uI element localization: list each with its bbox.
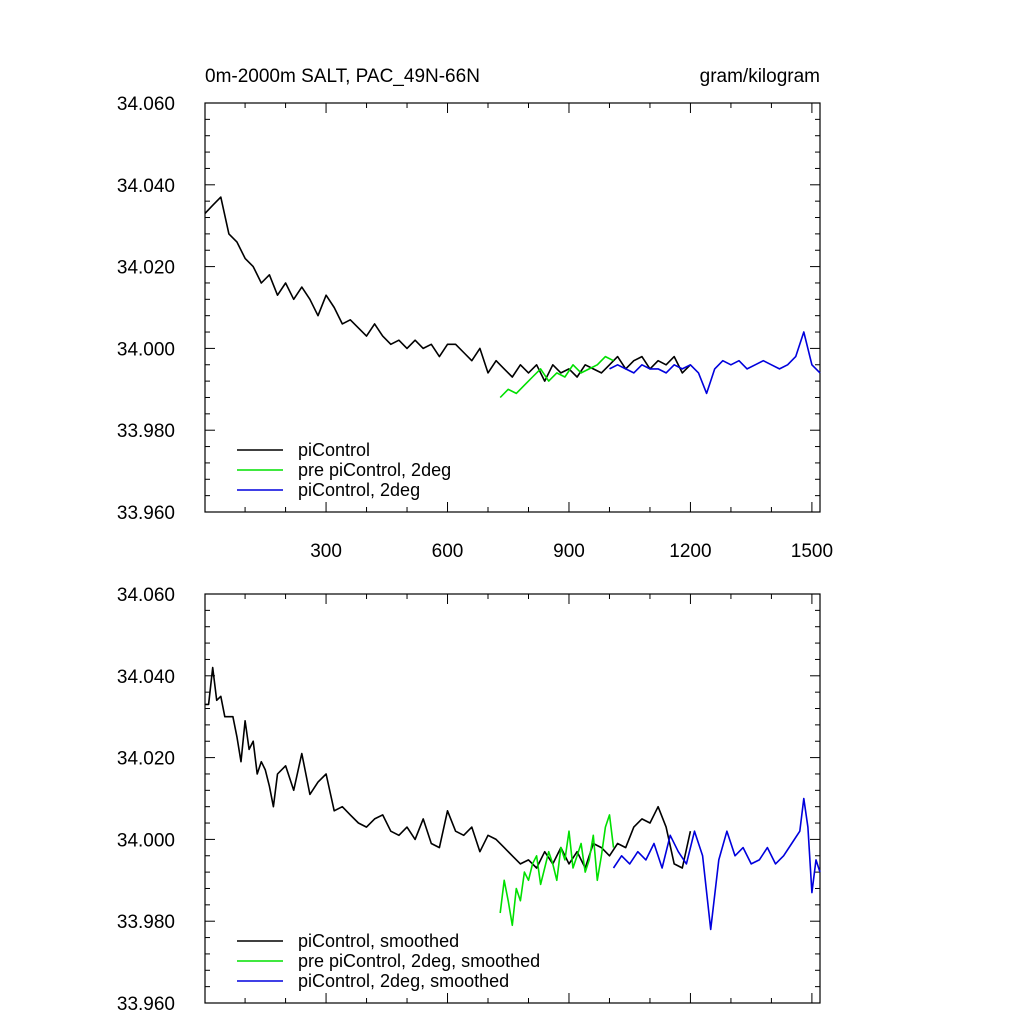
legend-label: pre piControl, 2deg, smoothed <box>298 951 540 971</box>
y-tick-label: 33.960 <box>117 503 175 524</box>
y-tick-label: 34.020 <box>117 258 175 279</box>
legend-label: piControl, smoothed <box>298 931 459 951</box>
y-tick-label: 34.060 <box>117 94 175 115</box>
legend-label: piControl, 2deg <box>298 480 420 500</box>
series-line-2 <box>499 355 614 399</box>
chart-title-left: 0m-2000m SALT, PAC_49N-66N <box>205 66 480 87</box>
chart-title-right: gram/kilogram <box>700 66 820 87</box>
x-tick-label: 300 <box>310 541 342 562</box>
legend-label: piControl, 2deg, smoothed <box>298 971 509 991</box>
chart-panel-top: 300 600 900 1200 1500 33.960 33.980 34.000 34.02… <box>117 94 833 562</box>
y-tick-label: 33.980 <box>117 421 175 442</box>
y-tick-label: 34.000 <box>117 830 175 851</box>
plot-frame <box>204 102 821 513</box>
x-tick-label: 900 <box>553 541 585 562</box>
y-tick-label: 34.020 <box>117 749 175 770</box>
y-tick-label: 34.060 <box>117 585 175 606</box>
y-tick-label: 34.000 <box>117 339 175 360</box>
y-tick-label: 33.980 <box>117 912 175 933</box>
x-tick-label: 1200 <box>669 541 711 562</box>
series-line-1 <box>204 196 691 382</box>
legend-label: piControl <box>298 440 370 460</box>
x-tick-label: 1500 <box>791 541 833 562</box>
x-tick-label: 600 <box>432 541 464 562</box>
chart-panel-bottom: 33.960 33.980 34.000 34.020 34.040 34.060 piCo… <box>117 585 821 1015</box>
series-line-3 <box>612 797 821 931</box>
plot-frame <box>204 593 821 1004</box>
series-line-3 <box>609 331 821 395</box>
series-line-2 <box>499 814 615 927</box>
y-tick-label: 34.040 <box>117 667 175 688</box>
y-tick-label: 34.040 <box>117 176 175 197</box>
series-line-1 <box>205 666 692 869</box>
y-tick-label: 33.960 <box>117 994 175 1015</box>
legend-label: pre piControl, 2deg <box>298 460 451 480</box>
